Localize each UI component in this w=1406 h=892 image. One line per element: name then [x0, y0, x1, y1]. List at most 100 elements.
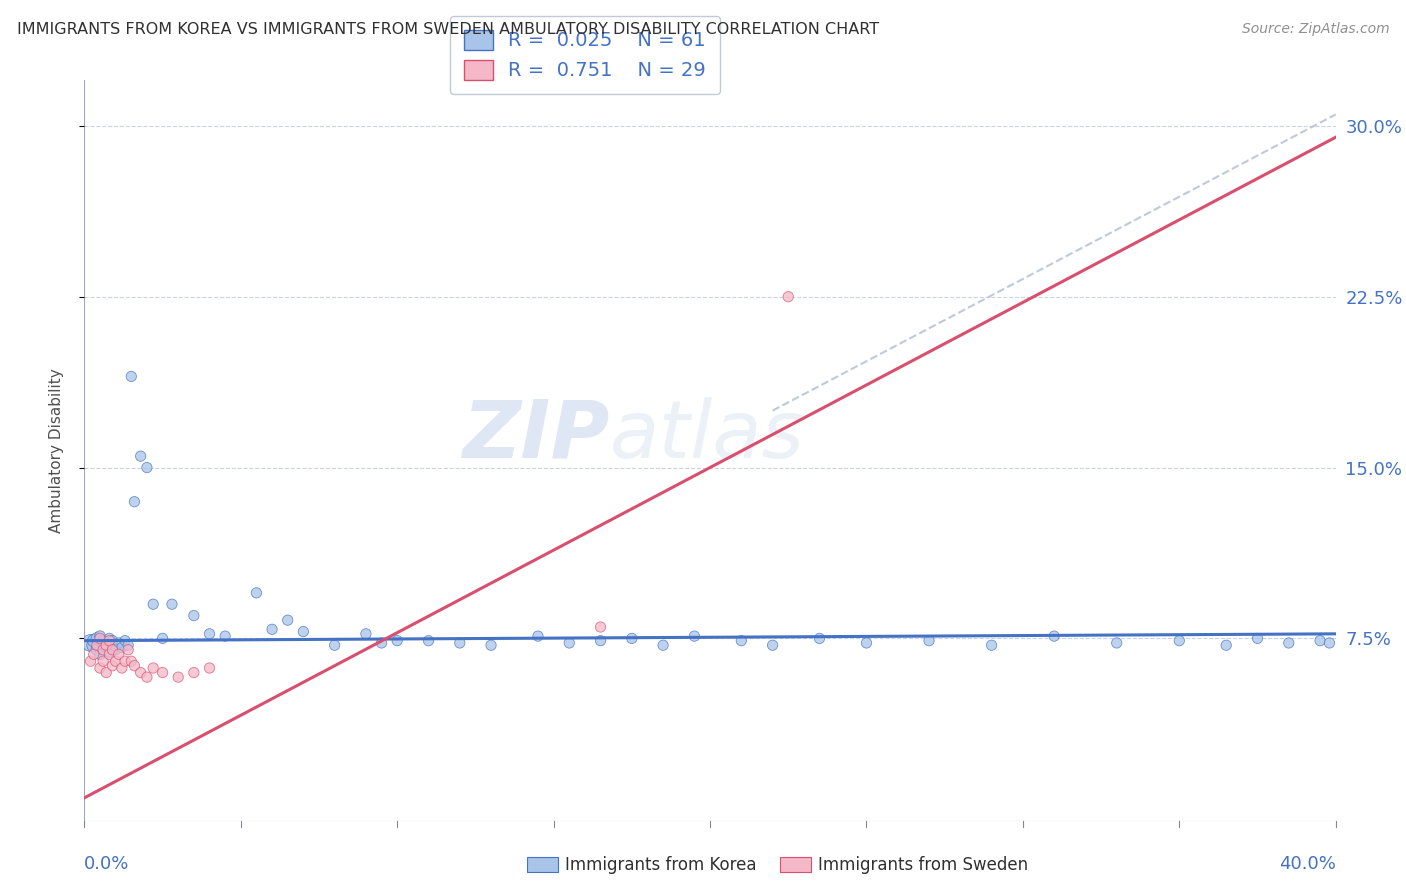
Point: [418, 633, 440, 648]
Point: [160, 597, 183, 611]
Y-axis label: Ambulatory Disability: Ambulatory Disability: [49, 368, 63, 533]
Text: ZIP: ZIP: [463, 397, 610, 475]
Text: Source: ZipAtlas.com: Source: ZipAtlas.com: [1241, 22, 1389, 37]
Point: [142, 661, 165, 675]
Point: [183, 665, 205, 680]
Point: [124, 658, 146, 673]
Point: [111, 661, 134, 675]
Point: [89, 661, 111, 675]
Point: [589, 620, 612, 634]
Point: [808, 632, 831, 646]
Point: [1105, 636, 1128, 650]
Point: [136, 670, 159, 684]
Point: [558, 636, 581, 650]
Point: [527, 629, 550, 643]
Point: [86, 632, 108, 646]
Text: 40.0%: 40.0%: [1279, 855, 1336, 873]
Point: [730, 633, 752, 648]
Point: [1043, 629, 1066, 643]
Text: Immigrants from Sweden: Immigrants from Sweden: [818, 856, 1028, 874]
Point: [91, 633, 114, 648]
Text: IMMIGRANTS FROM KOREA VS IMMIGRANTS FROM SWEDEN AMBULATORY DISABILITY CORRELATIO: IMMIGRANTS FROM KOREA VS IMMIGRANTS FROM…: [17, 22, 879, 37]
Point: [1309, 633, 1331, 648]
Point: [101, 633, 124, 648]
Point: [652, 638, 675, 652]
Point: [1278, 636, 1301, 650]
Point: [292, 624, 315, 639]
Point: [1168, 633, 1191, 648]
Point: [91, 654, 114, 668]
Point: [91, 638, 114, 652]
Point: [89, 632, 111, 646]
Point: [620, 632, 643, 646]
Text: atlas: atlas: [610, 397, 804, 475]
Point: [117, 638, 139, 652]
Point: [101, 658, 124, 673]
Point: [136, 460, 159, 475]
Point: [245, 586, 267, 600]
Point: [79, 636, 101, 650]
Point: [101, 642, 124, 657]
Point: [1246, 632, 1268, 646]
Point: [152, 632, 174, 646]
Point: [1319, 636, 1341, 650]
Point: [83, 633, 105, 648]
Point: [114, 654, 136, 668]
Point: [762, 638, 785, 652]
Point: [86, 642, 108, 657]
Point: [198, 627, 221, 641]
Point: [142, 597, 165, 611]
Point: [89, 648, 111, 662]
Point: [117, 642, 139, 657]
Point: [83, 648, 105, 662]
Point: [167, 670, 190, 684]
Point: [96, 636, 118, 650]
Point: [96, 640, 118, 655]
Point: [370, 636, 392, 650]
Point: [323, 638, 346, 652]
Point: [98, 645, 121, 659]
Point: [152, 665, 174, 680]
Point: [262, 622, 284, 636]
Legend: R =  0.025    N = 61, R =  0.751    N = 29: R = 0.025 N = 61, R = 0.751 N = 29: [450, 16, 720, 94]
Point: [101, 638, 124, 652]
Point: [385, 633, 409, 648]
Point: [479, 638, 502, 652]
Point: [354, 627, 377, 641]
Point: [214, 629, 236, 643]
Point: [107, 648, 129, 662]
Point: [104, 654, 127, 668]
Point: [918, 633, 941, 648]
Point: [86, 638, 108, 652]
Point: [449, 636, 471, 650]
Point: [96, 665, 118, 680]
Point: [114, 633, 136, 648]
Point: [589, 633, 612, 648]
Point: [96, 638, 118, 652]
Point: [83, 638, 105, 652]
Point: [683, 629, 706, 643]
Point: [111, 640, 134, 655]
Point: [124, 494, 146, 508]
Point: [107, 636, 129, 650]
Point: [129, 449, 152, 463]
Point: [120, 654, 142, 668]
Text: 0.0%: 0.0%: [84, 855, 129, 873]
Point: [79, 654, 101, 668]
Point: [778, 290, 800, 304]
Text: Immigrants from Korea: Immigrants from Korea: [565, 856, 756, 874]
Point: [277, 613, 299, 627]
Point: [98, 648, 121, 662]
Point: [98, 632, 121, 646]
Point: [129, 665, 152, 680]
Point: [91, 642, 114, 657]
Point: [1215, 638, 1237, 652]
Point: [98, 633, 121, 648]
Point: [980, 638, 1002, 652]
Point: [183, 608, 205, 623]
Point: [198, 661, 221, 675]
Point: [89, 629, 111, 643]
Point: [855, 636, 877, 650]
Point: [104, 642, 127, 657]
Point: [120, 369, 142, 384]
